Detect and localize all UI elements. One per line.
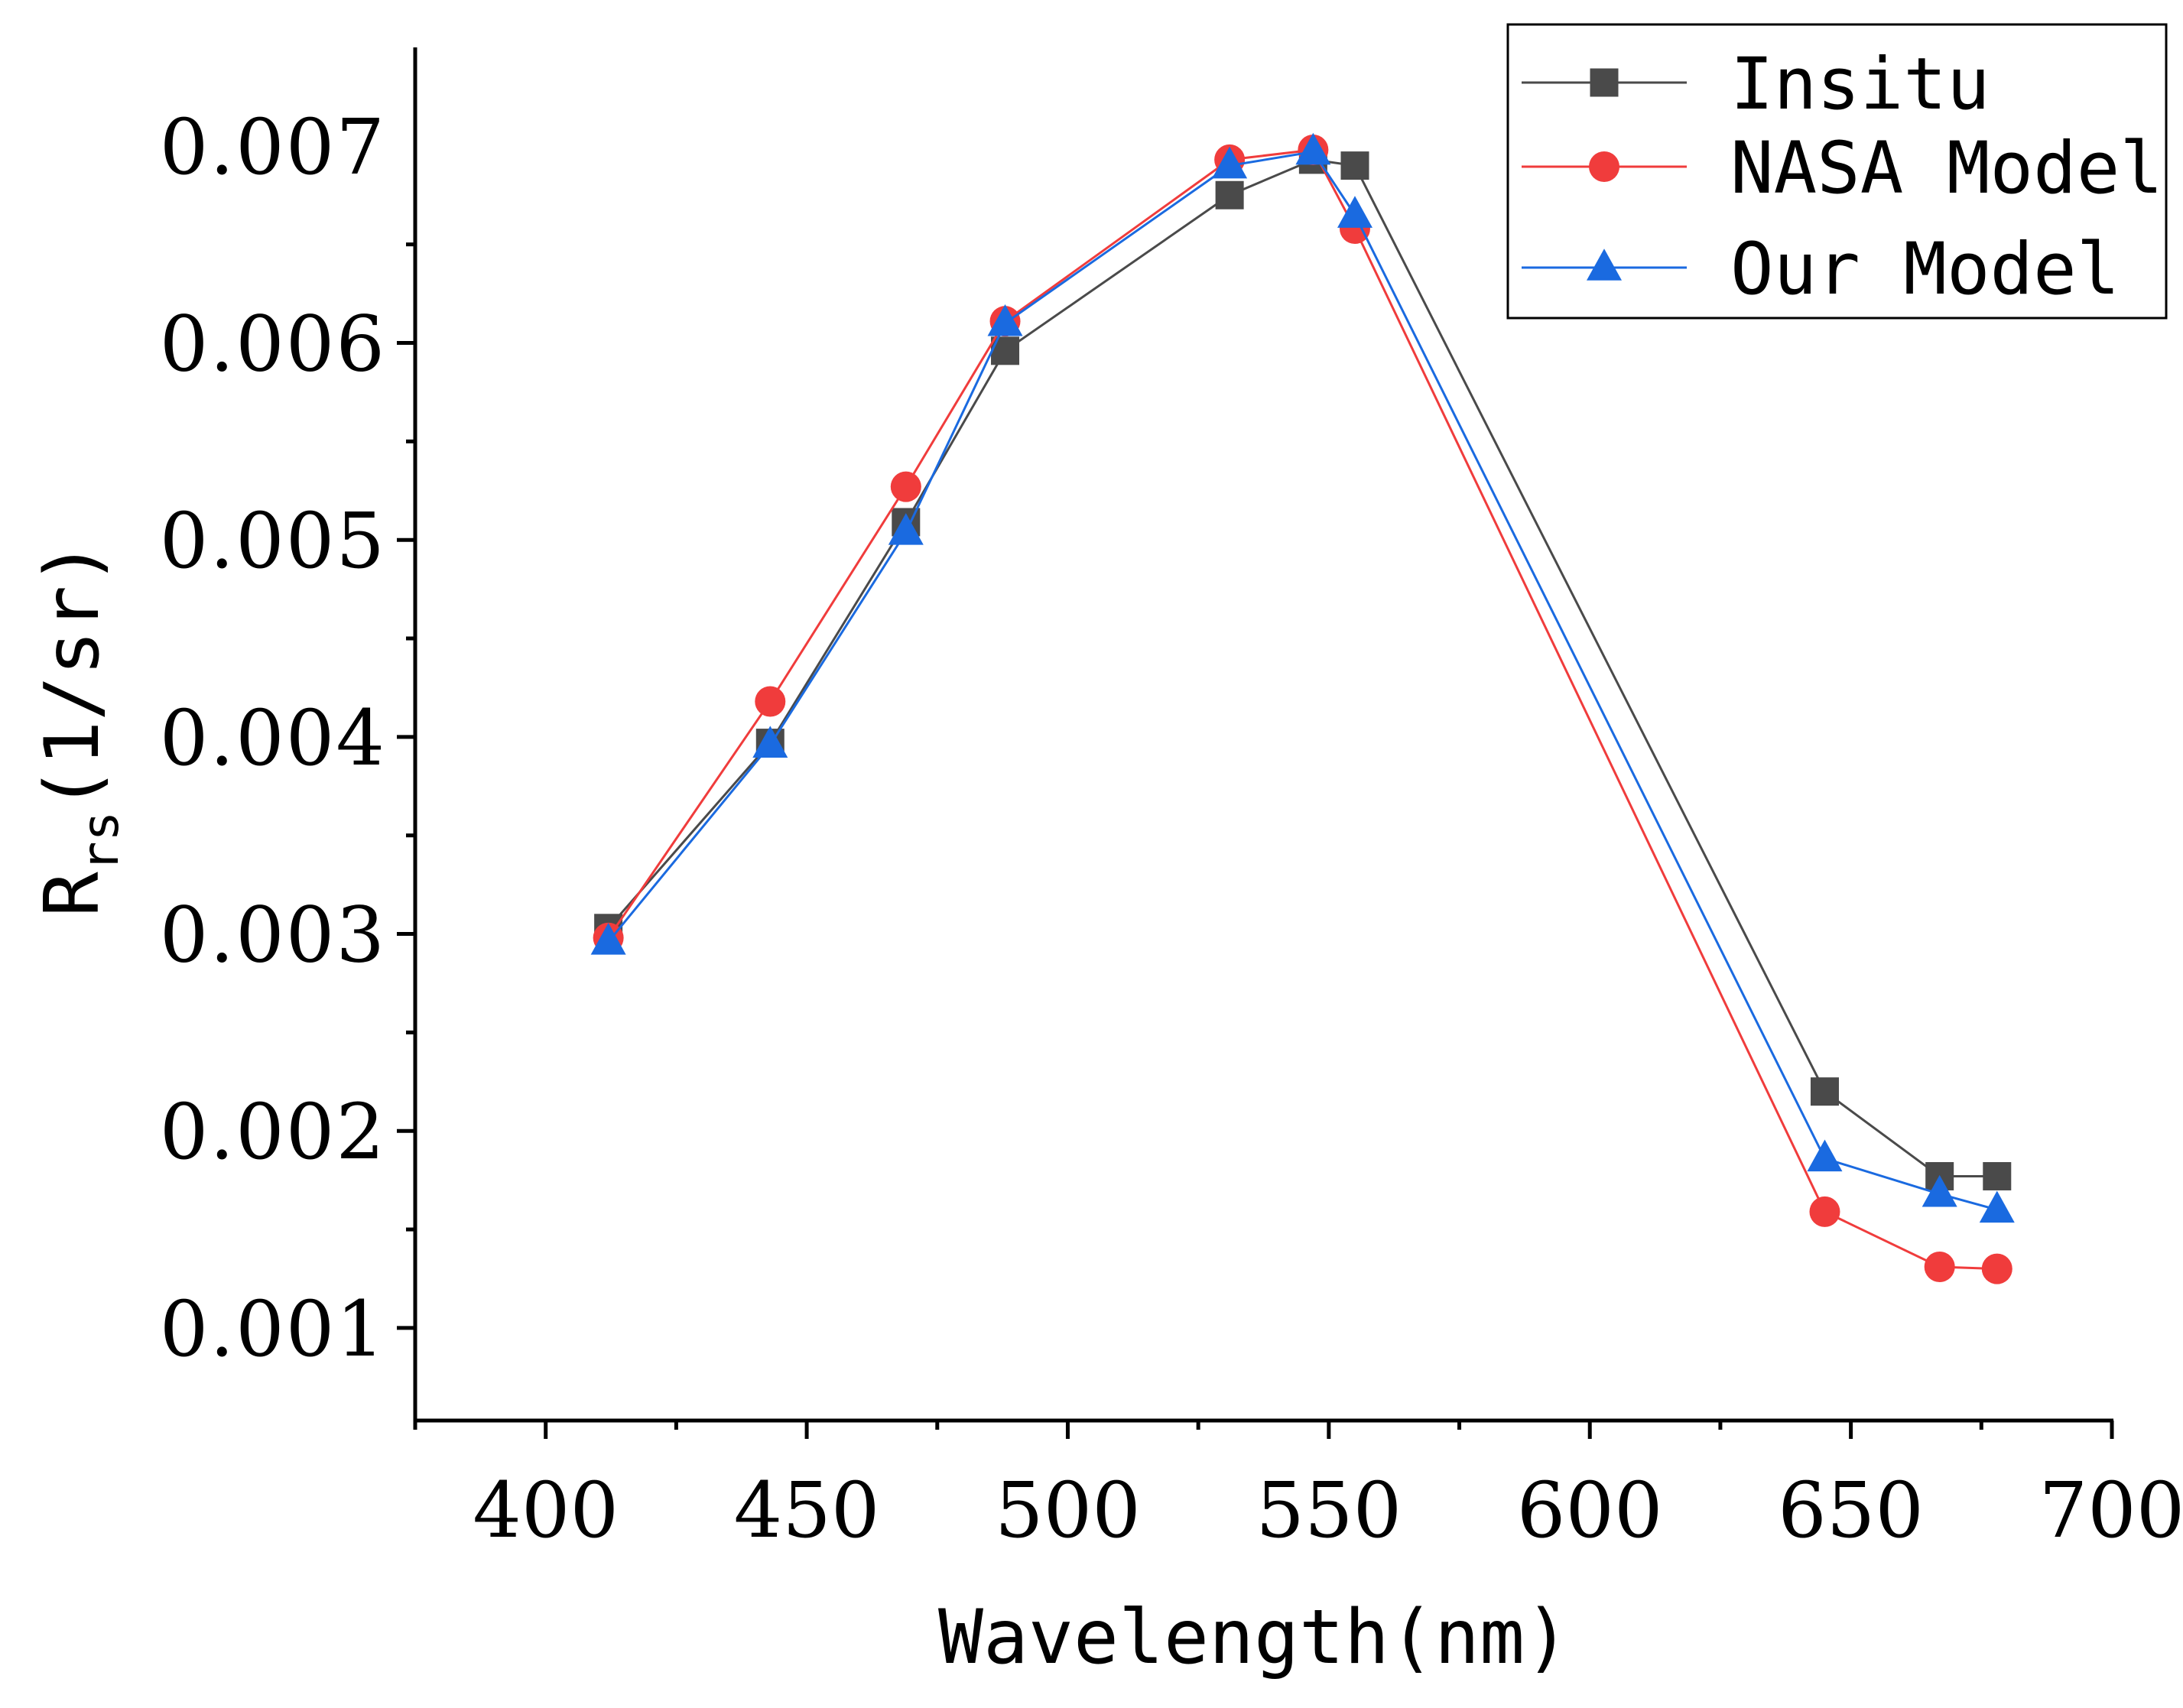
data-point-nasa-model (755, 686, 786, 717)
y-axis-title-unit: (1/sr) (29, 541, 116, 811)
legend-marker-circle (1589, 151, 1619, 182)
data-point-insitu (991, 336, 1020, 365)
y-axis-title-main: R (29, 872, 116, 917)
data-point-our-model (987, 304, 1023, 336)
y-tick-label: 0.003 (160, 891, 386, 980)
data-point-our-model (1921, 1174, 1957, 1207)
x-tick-label: 700 (2039, 1466, 2183, 1555)
data-point-nasa-model (1924, 1252, 1955, 1283)
legend-entry-our-model: Our Model (1522, 228, 2120, 311)
data-point-our-model (1337, 196, 1372, 228)
data-point-nasa-model (1809, 1196, 1840, 1227)
x-tick-label: 650 (1778, 1466, 1924, 1555)
series-layer (590, 132, 2015, 1284)
y-tick-label: 0.005 (160, 496, 386, 586)
legend-label: Our Model (1730, 228, 2120, 311)
y-tick-label: 0.001 (160, 1284, 386, 1374)
series-line-nasa-model (607, 148, 1997, 1271)
axes: 400 450 500 550 600 650 700 0.001 0.002 0.003 0.00… (29, 47, 2183, 1681)
y-tick-label: 0.006 (160, 300, 386, 389)
y-tick-label: 0.004 (160, 693, 386, 783)
x-tick-label: 600 (1517, 1466, 1663, 1555)
data-point-our-model (888, 513, 924, 545)
data-point-nasa-model (890, 471, 921, 502)
x-tick-label: 400 (473, 1466, 619, 1555)
data-point-our-model (1295, 132, 1331, 165)
legend-label: NASA Model (1730, 127, 2163, 210)
legend-marker-triangle (1587, 248, 1622, 281)
legend-marker-square (1590, 68, 1619, 97)
y-axis-title: Rrs(1/sr) (29, 541, 130, 917)
x-tick-label: 450 (734, 1466, 880, 1555)
x-tick-label: 500 (995, 1466, 1141, 1555)
series-line-insitu (607, 158, 1997, 1177)
y-tick-label: 0.002 (160, 1087, 386, 1177)
data-point-insitu (1215, 180, 1244, 209)
data-point-our-model (1807, 1139, 1843, 1172)
data-point-our-model (590, 923, 626, 955)
legend-entry-nasa-model: NASA Model (1522, 127, 2163, 210)
legend-label: Insitu (1730, 43, 1990, 126)
y-axis-title-subscript: rs (71, 811, 130, 872)
data-point-insitu (1340, 151, 1369, 180)
series-our-model (590, 132, 2015, 1223)
y-tick-label: 0.007 (160, 102, 386, 192)
data-point-our-model (1212, 146, 1248, 179)
data-point-our-model (1979, 1190, 2015, 1223)
legend-entry-insitu: Insitu (1522, 43, 1990, 126)
data-point-nasa-model (1981, 1253, 2012, 1284)
data-point-insitu (1983, 1161, 2012, 1190)
x-axis-title: Wavelength(nm) (938, 1594, 1570, 1681)
data-point-insitu (1810, 1077, 1839, 1106)
x-tick-label: 550 (1256, 1466, 1402, 1555)
series-line-our-model (607, 150, 1998, 1211)
data-point-our-model (752, 726, 788, 758)
